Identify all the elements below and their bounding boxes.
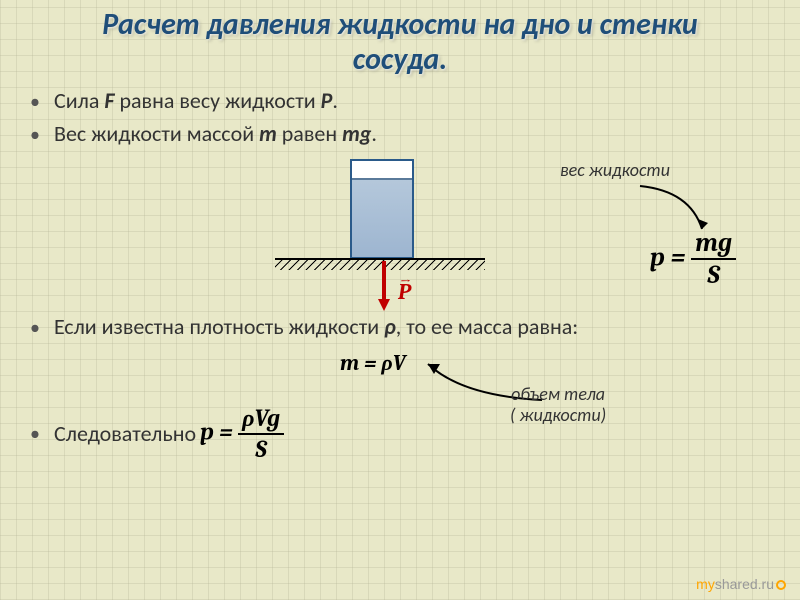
t: равна весу жидкости (114, 87, 320, 114)
diagram: → P вес жидкости p = mg S (30, 153, 770, 313)
bullet-4-text: Следовательно (54, 420, 196, 447)
numerator: mg (691, 228, 736, 260)
bullet-marker: • (30, 316, 54, 340)
formula-p-rhoVgS: p = ρVg S (200, 404, 284, 463)
t: , то ее масса равна: (396, 313, 578, 340)
bullet-1: • Сила F равна весу жидкости P. (30, 87, 770, 114)
wm-ru: .ru (758, 576, 774, 592)
arrow-shaft (382, 261, 386, 299)
t: . (371, 120, 377, 147)
arrow-head (378, 299, 390, 311)
wm-my: my (696, 576, 715, 592)
bullet-2-text: Вес жидкости массой m равен mg. (54, 120, 377, 147)
lhs: p = (650, 242, 685, 272)
bullet-marker: • (30, 90, 54, 114)
annot-weight: вес жидкости (560, 159, 670, 181)
t: Сила (54, 87, 104, 114)
vector-arrow-icon: → (400, 273, 411, 290)
force-arrow-icon (379, 261, 390, 311)
bullet-2: • Вес жидкости массой m равен mg. (30, 120, 770, 147)
t: . (332, 87, 338, 114)
sym-rho: ρ (384, 313, 396, 340)
lhs: p = (200, 417, 233, 445)
t: ( жидкости) (510, 404, 606, 426)
numerator: ρVg (238, 404, 284, 435)
wm-shared: shared (715, 576, 758, 592)
bullet-1-text: Сила F равна весу жидкости P. (54, 87, 338, 114)
fraction: ρVg S (238, 404, 284, 463)
P-vector-label: → P (398, 279, 411, 305)
denominator: S (691, 260, 736, 290)
t: Если известна плотность жидкости (54, 313, 384, 340)
fraction: mg S (691, 228, 736, 290)
formula-m-rhoV: m = ρV (340, 350, 406, 376)
sym-F: F (104, 87, 114, 114)
bullet-4: • Следовательно p = ρVg S (30, 404, 770, 463)
vessel-icon (350, 159, 414, 259)
title-line1: Расчет давления жидкости на дно и стенки (102, 6, 697, 43)
bullet-3: • Если известна плотность жидкости ρ, то… (30, 313, 770, 340)
wm-circle-icon (776, 580, 786, 590)
bullet-marker: • (30, 123, 54, 147)
water-surface (352, 178, 412, 180)
slide-title: Расчет давления жидкости на дно и стенки… (0, 0, 800, 77)
t: Следовательно (54, 420, 196, 447)
t: объем тела (511, 383, 605, 405)
title-line2: сосуда. (353, 41, 448, 78)
formula-p-mgS: p = mg S (650, 228, 736, 290)
sym-m: m (259, 120, 277, 147)
t: Вес жидкости массой (54, 120, 259, 147)
t: равен (277, 120, 342, 147)
watermark: myshared.ru (696, 576, 786, 592)
bullet-marker: • (30, 422, 54, 446)
sym-P: P (321, 87, 333, 114)
annot-volume: объем тела ( жидкости) (510, 384, 606, 425)
content-area: • Сила F равна весу жидкости P. • Вес жи… (0, 77, 800, 463)
sym-mg: mg (342, 120, 371, 147)
denominator: S (238, 435, 284, 463)
bullet-3-text: Если известна плотность жидкости ρ, то е… (54, 313, 578, 340)
formula-m-rhoV-row: m = ρV объем тела ( жидкости) (30, 346, 770, 386)
